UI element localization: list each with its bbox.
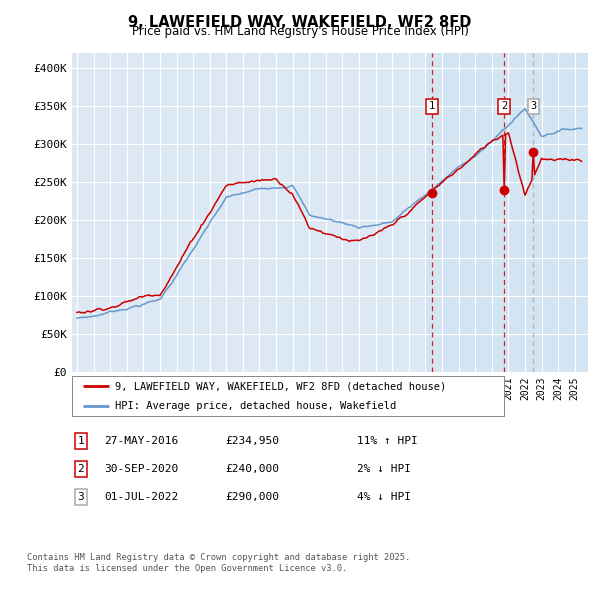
Text: Price paid vs. HM Land Registry's House Price Index (HPI): Price paid vs. HM Land Registry's House … <box>131 25 469 38</box>
Text: £240,000: £240,000 <box>225 464 279 474</box>
Text: 3: 3 <box>530 101 536 111</box>
Text: This data is licensed under the Open Government Licence v3.0.: This data is licensed under the Open Gov… <box>27 565 347 573</box>
Text: 4% ↓ HPI: 4% ↓ HPI <box>357 492 411 502</box>
Text: £234,950: £234,950 <box>225 437 279 446</box>
Text: 2% ↓ HPI: 2% ↓ HPI <box>357 464 411 474</box>
Text: 1: 1 <box>77 437 85 446</box>
Text: 9, LAWEFIELD WAY, WAKEFIELD, WF2 8FD: 9, LAWEFIELD WAY, WAKEFIELD, WF2 8FD <box>128 15 472 30</box>
Text: 01-JUL-2022: 01-JUL-2022 <box>104 492 178 502</box>
Text: HPI: Average price, detached house, Wakefield: HPI: Average price, detached house, Wake… <box>115 401 397 411</box>
Text: 30-SEP-2020: 30-SEP-2020 <box>104 464 178 474</box>
Text: 11% ↑ HPI: 11% ↑ HPI <box>357 437 418 446</box>
Text: £290,000: £290,000 <box>225 492 279 502</box>
Text: 9, LAWEFIELD WAY, WAKEFIELD, WF2 8FD (detached house): 9, LAWEFIELD WAY, WAKEFIELD, WF2 8FD (de… <box>115 381 446 391</box>
Text: 3: 3 <box>77 492 85 502</box>
Text: 1: 1 <box>429 101 436 111</box>
Bar <box>425 53 588 372</box>
Text: Contains HM Land Registry data © Crown copyright and database right 2025.: Contains HM Land Registry data © Crown c… <box>27 553 410 562</box>
Text: 2: 2 <box>501 101 508 111</box>
Text: 2: 2 <box>77 464 85 474</box>
Text: 27-MAY-2016: 27-MAY-2016 <box>104 437 178 446</box>
